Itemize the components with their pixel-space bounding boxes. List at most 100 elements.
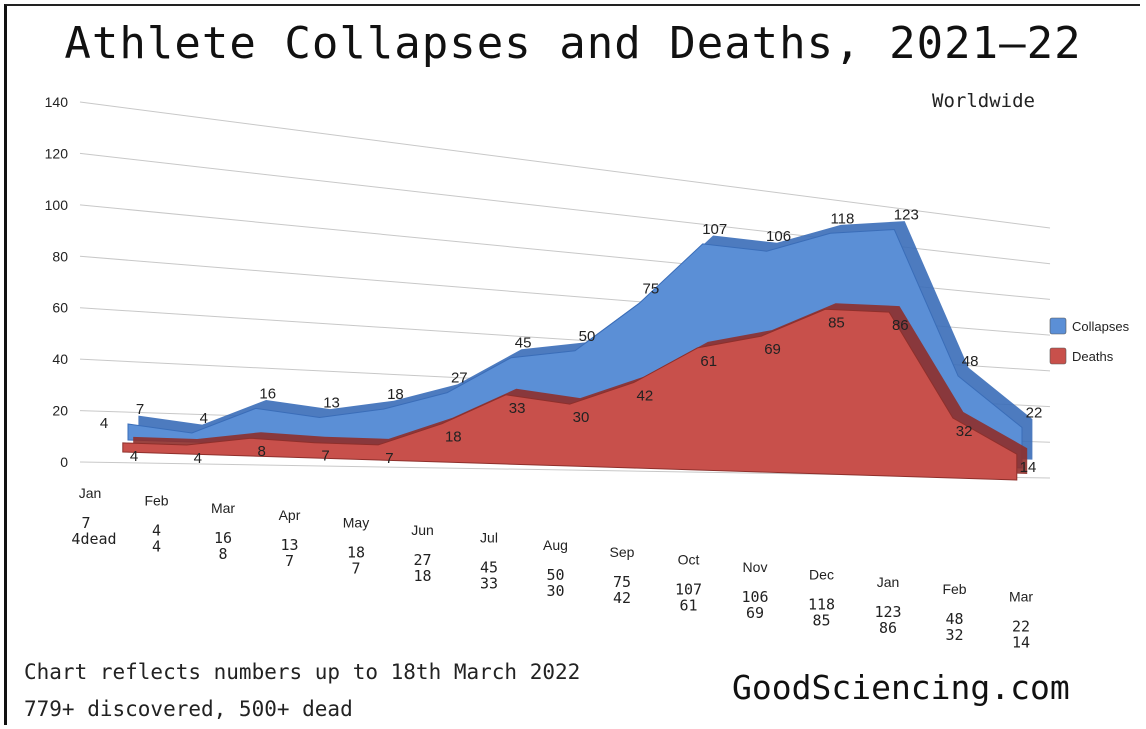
x-axis-month-label: Oct [678,552,700,568]
x-axis-month-label: Aug [543,537,568,553]
table-deaths-value: 86 [879,619,897,637]
table-deaths-value: 14 [1012,634,1030,652]
y-tick-label: 40 [52,351,68,367]
x-axis-month-label: Nov [743,559,768,575]
table-collapses-value: 27 [413,551,431,569]
x-axis-month-labels: Jan Feb Mar Apr May Jun Jul Aug Sep Oct Nov Dec Jan F… [79,485,1034,605]
x-axis-month-label: Jul [480,529,498,545]
deaths-data-label: 30 [573,409,590,426]
collapses-data-label: 13 [323,395,340,412]
collapses-data-label: 7 [136,401,144,418]
legend-deaths-label: Deaths [1072,349,1114,364]
table-deaths-value: 61 [679,597,697,615]
collapses-data-label: 106 [766,228,791,245]
x-axis-month-label: Mar [211,500,235,516]
table-deaths-value: 8 [218,545,227,563]
collapses-data-label: 16 [259,385,276,402]
y-tick-label: 140 [45,94,69,110]
y-tick-label: 100 [45,197,69,213]
x-axis-month-label: May [343,515,369,531]
y-tick-label: 120 [45,145,69,161]
table-deaths-value: 85 [812,611,830,629]
x-axis-month-label: Feb [942,581,966,597]
legend-deaths-swatch [1049,347,1067,365]
table-deaths-value: 7 [285,552,294,570]
collapses-data-label: 123 [894,207,919,224]
deaths-data-label: 8 [258,443,266,460]
table-deaths-value: 42 [613,589,631,607]
collapses-data-label: 27 [451,370,468,387]
deaths-data-label: 86 [892,317,909,334]
extra-data-label: 4 [100,415,108,432]
x-axis-month-label: Feb [144,492,168,508]
legend-collapses-swatch [1049,317,1067,335]
y-tick-label: 0 [60,454,68,470]
x-axis-month-label: Apr [279,507,301,523]
table-collapses-value: 45 [480,558,498,576]
table-collapses-value: 123 [874,603,901,621]
table-deaths-value: 18 [413,567,431,585]
table-collapses-value: 118 [808,595,835,613]
table-collapses-value: 16 [214,529,232,547]
chart-subtitle: Worldwide [932,90,1035,112]
table-deaths-value: 30 [546,582,564,600]
table-collapses-value: 75 [613,573,631,591]
deaths-data-label: 69 [764,341,781,358]
footer-note-line1: Chart reflects numbers up to 18th March … [24,660,581,684]
table-collapses-value: 18 [347,544,365,562]
deaths-data-label: 32 [956,423,973,440]
chart-frame [4,4,1140,725]
deaths-data-label: 4 [130,448,138,465]
collapses-data-label: 107 [702,221,727,238]
collapses-data-label: 4 [200,410,208,427]
deaths-data-label: 61 [700,353,717,370]
x-axis-month-label: Jan [79,485,102,501]
table-collapses-value: 106 [741,588,768,606]
x-axis-month-label: Jan [877,574,900,590]
y-axis-ticks: 0 20 40 60 80 100 120 140 [45,94,69,470]
table-deaths-value: 4 [152,537,161,555]
collapses-data-label: 75 [643,281,660,298]
table-deaths-value: 32 [945,626,963,644]
table-collapses-value: 50 [546,566,564,584]
table-deaths-value: 4dead [71,530,116,548]
table-deaths-value: 33 [480,574,498,592]
deaths-data-label: 14 [1020,459,1037,476]
table-collapses-value: 7 [81,514,90,532]
deaths-data-label: 18 [445,429,462,446]
collapses-data-label: 48 [962,353,979,370]
deaths-area [122,308,1018,481]
y-tick-label: 80 [52,248,68,264]
legend: Collapses Deaths [1049,317,1130,365]
deaths-data-label: 33 [509,400,526,417]
y-tick-label: 60 [52,300,68,316]
table-deaths-value: 7 [351,560,360,578]
deaths-data-label: 42 [637,388,654,405]
chart-areas [122,221,1033,481]
gridline [79,101,1051,229]
footer-note-line2: 779+ discovered, 500+ dead [24,697,353,721]
table-deaths-value: 69 [746,604,764,622]
table-collapses-value: 4 [152,521,161,539]
collapses-data-label: 18 [387,386,404,403]
deaths-data-label: 7 [321,448,329,465]
deaths-data-label: 85 [828,314,845,331]
table-collapses-value: 22 [1012,618,1030,636]
x-axis-month-label: Jun [411,522,434,538]
deaths-data-label: 7 [385,450,393,467]
table-collapses-value: 107 [675,581,702,599]
legend-collapses-label: Collapses [1072,319,1130,334]
collapses-data-label: 50 [579,328,596,345]
y-tick-label: 20 [52,403,68,419]
x-axis-month-label: Mar [1009,589,1033,605]
collapses-data-label: 22 [1026,404,1043,421]
collapses-data-label: 45 [515,335,532,352]
site-name: GoodSciencing.com [732,668,1070,707]
chart-title: Athlete Collapses and Deaths, 2021—22 [64,18,1082,69]
x-axis-month-label: Sep [610,544,635,560]
x-axis-month-label: Dec [809,566,834,582]
collapses-data-label: 118 [830,210,854,227]
